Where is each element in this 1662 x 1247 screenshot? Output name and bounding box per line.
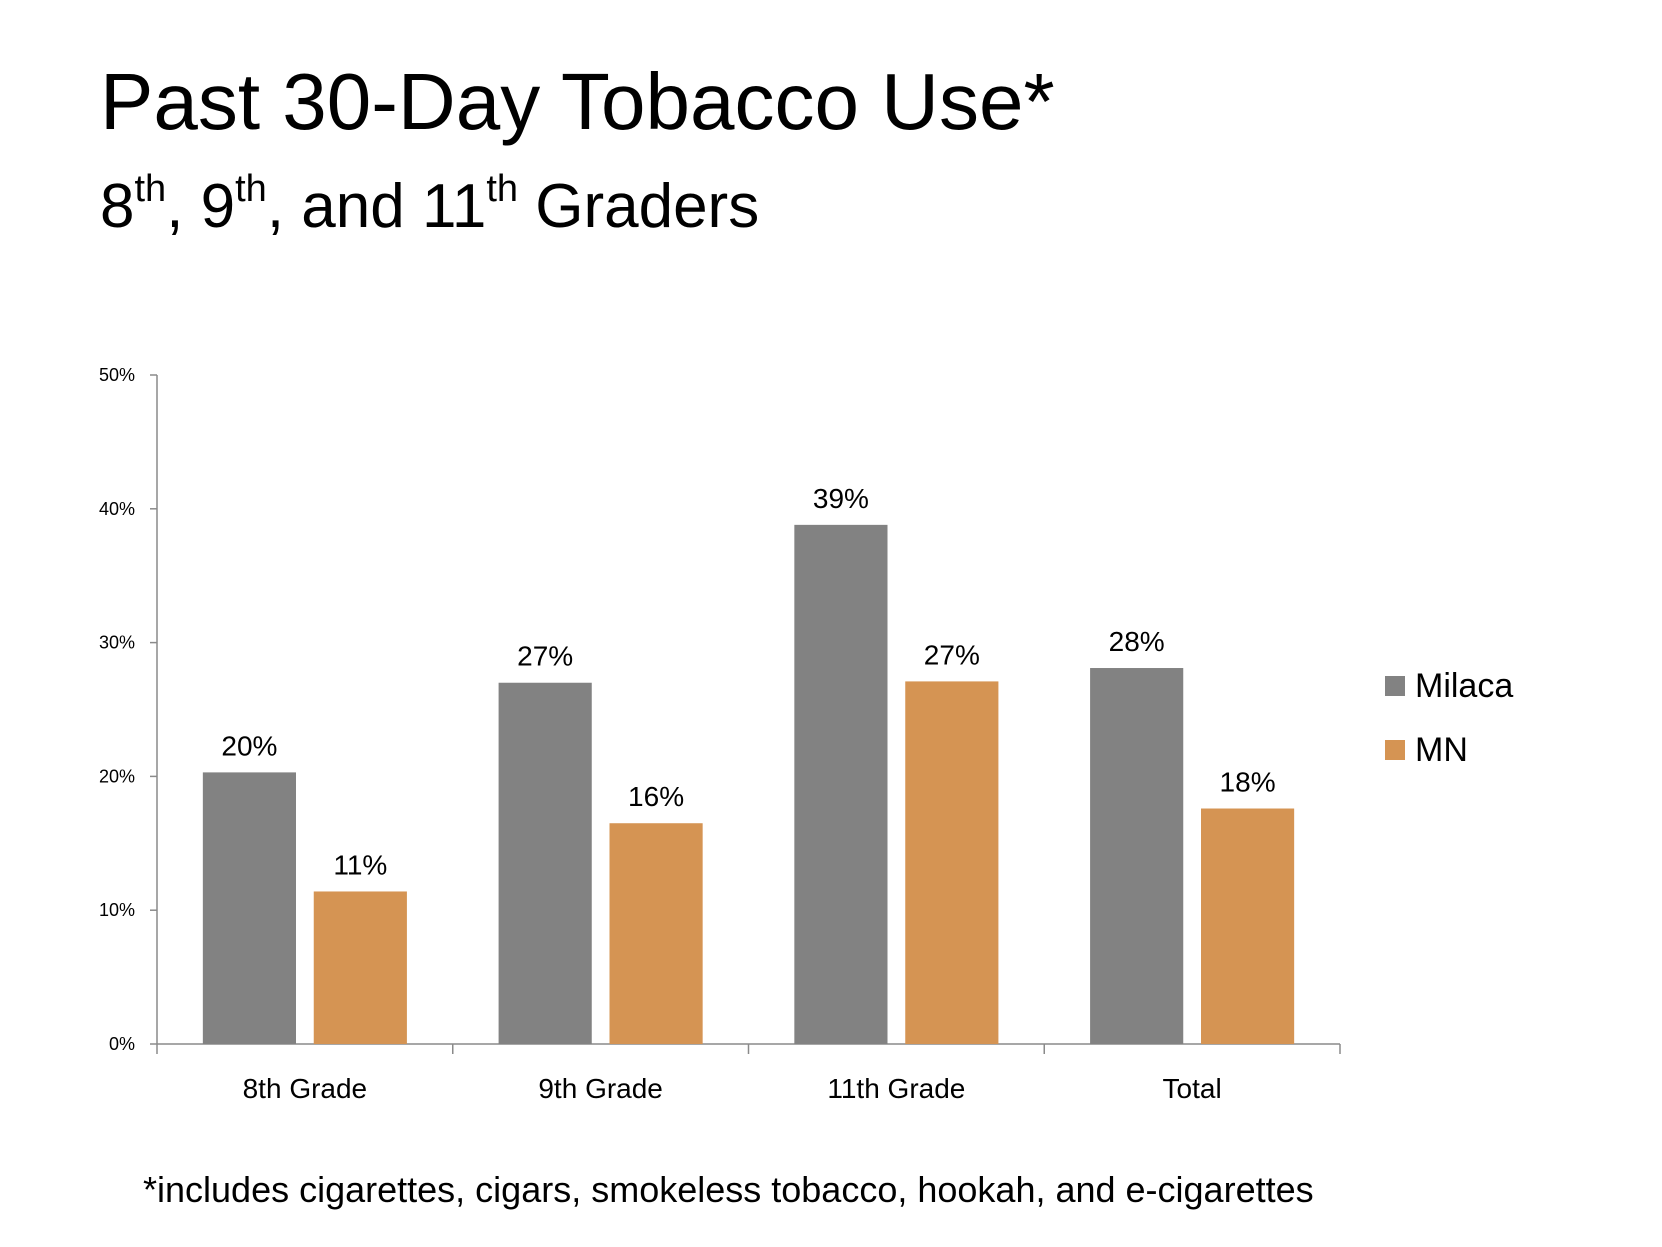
data-label-milaca-11th-grade: 39% bbox=[813, 483, 869, 514]
legend-swatch-milaca bbox=[1385, 676, 1405, 696]
legend-label-mn: MN bbox=[1415, 730, 1468, 769]
bar-mn-9th-grade bbox=[609, 823, 703, 1044]
x-tick-label-9th-grade: 9th Grade bbox=[538, 1073, 663, 1104]
subtitle-sup-2: th bbox=[235, 168, 267, 211]
x-tick-label-11th-grade: 11th Grade bbox=[827, 1073, 965, 1104]
legend-label-milaca: Milaca bbox=[1415, 666, 1514, 705]
data-label-milaca-9th-grade: 27% bbox=[517, 641, 573, 672]
legend-swatch-mn bbox=[1385, 740, 1405, 760]
subtitle-part-1: 8 bbox=[100, 172, 135, 241]
y-tick-label: 0% bbox=[109, 1034, 135, 1054]
bar-milaca-8th-grade bbox=[202, 772, 297, 1044]
y-tick-label: 20% bbox=[99, 766, 135, 786]
data-label-mn-8th-grade: 11% bbox=[333, 849, 387, 880]
bar-mn-total bbox=[1200, 808, 1295, 1044]
x-tick-label-total: Total bbox=[1163, 1073, 1222, 1104]
y-tick-label: 50% bbox=[99, 365, 135, 385]
bar-mn-8th-grade bbox=[313, 891, 407, 1044]
subtitle-sup-3: th bbox=[486, 168, 519, 211]
bar-milaca-total bbox=[1090, 668, 1184, 1044]
subtitle-part-4: Graders bbox=[518, 172, 760, 241]
subtitle-part-3: , and 11 bbox=[266, 172, 487, 241]
slide-title: Past 30-Day Tobacco Use* bbox=[100, 57, 1055, 146]
y-tick-label: 10% bbox=[99, 900, 135, 920]
bar-milaca-9th-grade bbox=[498, 682, 592, 1044]
bar-mn-11th-grade bbox=[905, 681, 999, 1044]
subtitle-sup-1: th bbox=[134, 168, 167, 211]
data-label-mn-9th-grade: 16% bbox=[628, 781, 684, 812]
legend-item-mn: MN bbox=[1385, 718, 1513, 782]
data-label-milaca-total: 28% bbox=[1109, 626, 1165, 657]
y-tick-label: 40% bbox=[99, 499, 135, 519]
data-label-milaca-8th-grade: 20% bbox=[221, 730, 277, 761]
legend-item-milaca: Milaca bbox=[1385, 654, 1513, 718]
data-label-mn-total: 18% bbox=[1220, 767, 1276, 798]
chart-legend: Milaca MN bbox=[1385, 654, 1513, 782]
subtitle-part-2: , 9 bbox=[166, 172, 236, 241]
x-tick-label-8th-grade: 8th Grade bbox=[243, 1073, 368, 1104]
bar-milaca-11th-grade bbox=[794, 524, 888, 1044]
data-label-mn-11th-grade: 27% bbox=[924, 639, 980, 670]
y-tick-label: 30% bbox=[99, 633, 135, 653]
footnote: *includes cigarettes, cigars, smokeless … bbox=[143, 1169, 1314, 1210]
slide-subtitle: 8th, 9th, and 11th Graders bbox=[100, 170, 759, 238]
